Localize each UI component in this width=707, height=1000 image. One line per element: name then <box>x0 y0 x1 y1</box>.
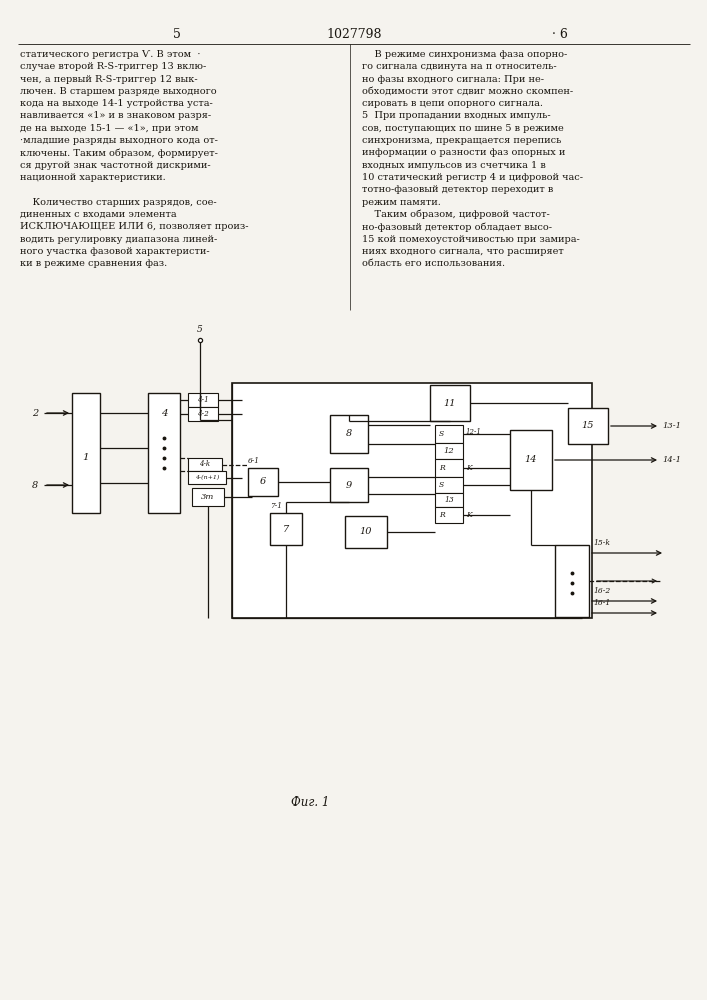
Text: R: R <box>439 511 445 519</box>
Text: 4-(n+1): 4-(n+1) <box>195 475 219 480</box>
Text: ки в режиме сравнения фаз.: ки в режиме сравнения фаз. <box>20 259 168 268</box>
Text: Количество старших разрядов, сое-: Количество старших разрядов, сое- <box>20 198 216 207</box>
Text: 6-1: 6-1 <box>248 457 260 465</box>
Text: 6: 6 <box>260 478 266 487</box>
Bar <box>430 385 470 421</box>
Bar <box>435 493 463 507</box>
Text: информации о разности фаз опорных и: информации о разности фаз опорных и <box>362 148 566 157</box>
Text: ·младшие разряды выходного кода от-: ·младшие разряды выходного кода от- <box>20 136 218 145</box>
Bar <box>188 393 218 407</box>
Text: 10: 10 <box>360 528 373 536</box>
Text: 2: 2 <box>32 408 38 418</box>
Text: сировать в цепи опорного сигнала.: сировать в цепи опорного сигнала. <box>362 99 543 108</box>
Text: диненных с входами элемента: диненных с входами элемента <box>20 210 177 219</box>
Text: область его использования.: область его использования. <box>362 259 505 268</box>
Text: 4: 4 <box>160 409 168 418</box>
Text: 8: 8 <box>32 481 38 489</box>
Bar <box>435 459 463 477</box>
Bar <box>435 443 463 459</box>
Bar <box>188 471 226 484</box>
Text: S: S <box>439 481 444 489</box>
Text: водить регулировку диапазона линей-: водить регулировку диапазона линей- <box>20 234 217 243</box>
Text: кода на выходе 14-1 устройства уста-: кода на выходе 14-1 устройства уста- <box>20 99 213 108</box>
Text: ниях входного сигнала, что расширяет: ниях входного сигнала, что расширяет <box>362 247 563 256</box>
Text: Фиг. 1: Фиг. 1 <box>291 796 329 809</box>
Text: 1027798: 1027798 <box>326 28 382 41</box>
Text: го сигнала сдвинута на π относитель-: го сигнала сдвинута на π относитель- <box>362 62 556 71</box>
Bar <box>330 415 368 453</box>
Text: но фазы входного сигнала: При не-: но фазы входного сигнала: При не- <box>362 75 544 84</box>
Text: 4-1: 4-1 <box>197 396 209 404</box>
Text: сов, поступающих по шине 5 в режиме: сов, поступающих по шине 5 в режиме <box>362 124 563 133</box>
Text: режим памяти.: режим памяти. <box>362 198 441 207</box>
Text: 14: 14 <box>525 456 537 464</box>
Text: 9: 9 <box>346 481 352 489</box>
Text: лючен. В старшем разряде выходного: лючен. В старшем разряде выходного <box>20 87 216 96</box>
Text: 7: 7 <box>283 524 289 534</box>
Text: навливается «1» и в знаковом разря-: навливается «1» и в знаковом разря- <box>20 111 211 120</box>
Text: 3m: 3m <box>201 493 215 501</box>
Text: 15 кой помехоустойчивостью при замира-: 15 кой помехоустойчивостью при замира- <box>362 234 580 243</box>
Text: тотно-фазовый детектор переходит в: тотно-фазовый детектор переходит в <box>362 185 554 194</box>
Text: ключены. Таким образом, формирует-: ключены. Таким образом, формирует- <box>20 148 218 158</box>
Text: В режиме синхронизма фаза опорно-: В режиме синхронизма фаза опорно- <box>362 50 567 59</box>
Text: но-фазовый детектор обладает высо-: но-фазовый детектор обладает высо- <box>362 222 552 232</box>
Text: 8: 8 <box>346 430 352 438</box>
Text: 13-1: 13-1 <box>662 422 681 430</box>
Text: 4-2: 4-2 <box>197 410 209 418</box>
Bar <box>148 393 180 513</box>
Bar <box>232 383 592 618</box>
Text: ИСКЛЮЧАЮЩЕЕ ИЛИ 6, позволяет произ-: ИСКЛЮЧАЮЩЕЕ ИЛИ 6, позволяет произ- <box>20 222 248 231</box>
Bar <box>192 488 224 506</box>
Bar <box>345 516 387 548</box>
Bar <box>510 430 552 490</box>
Bar <box>555 545 589 617</box>
Text: 1: 1 <box>83 452 89 462</box>
Text: 13: 13 <box>444 496 454 504</box>
Text: национной характеристики.: национной характеристики. <box>20 173 165 182</box>
Text: 16-1: 16-1 <box>593 599 610 607</box>
Text: де на выходе 15-1 — «1», при этом: де на выходе 15-1 — «1», при этом <box>20 124 199 133</box>
Bar <box>330 468 368 502</box>
Text: случае второй R-S-триггер 13 вклю-: случае второй R-S-триггер 13 вклю- <box>20 62 206 71</box>
Text: 10 статический регистр 4 и цифровой час-: 10 статический регистр 4 и цифровой час- <box>362 173 583 182</box>
Text: K: K <box>466 464 472 472</box>
Text: R: R <box>439 464 445 472</box>
Bar <box>270 513 302 545</box>
Text: 11: 11 <box>444 398 456 408</box>
Bar <box>435 507 463 523</box>
Bar <box>435 477 463 493</box>
Text: 14-1: 14-1 <box>662 456 681 464</box>
Bar <box>435 425 463 443</box>
Text: ного участка фазовой характеристи-: ного участка фазовой характеристи- <box>20 247 209 256</box>
Text: входных импульсов из счетчика 1 в: входных импульсов из счетчика 1 в <box>362 161 546 170</box>
Text: 7-1: 7-1 <box>270 502 282 510</box>
Text: 12: 12 <box>443 447 455 455</box>
Text: 15-k: 15-k <box>593 539 610 547</box>
Bar <box>188 407 218 421</box>
Text: 16-2: 16-2 <box>593 587 610 595</box>
Text: Таким образом, цифровой частот-: Таким образом, цифровой частот- <box>362 210 550 219</box>
Text: 5: 5 <box>197 325 203 334</box>
Text: статического регистра Ѵ. В этом  ·: статического регистра Ѵ. В этом · <box>20 50 201 59</box>
Bar <box>568 408 608 444</box>
Text: 12-1: 12-1 <box>466 428 482 436</box>
Text: 4-k: 4-k <box>199 460 211 468</box>
Text: обходимости этот сдвиг можно скомпен-: обходимости этот сдвиг можно скомпен- <box>362 87 573 96</box>
Text: чен, а первый R-S-триггер 12 вык-: чен, а первый R-S-триггер 12 вык- <box>20 75 198 84</box>
Bar <box>248 468 278 496</box>
Bar <box>72 393 100 513</box>
Text: 5  При пропадании входных импуль-: 5 При пропадании входных импуль- <box>362 111 551 120</box>
Text: · 6: · 6 <box>552 28 568 41</box>
Text: K: K <box>466 511 472 519</box>
Bar <box>188 458 222 471</box>
Text: 5: 5 <box>173 28 181 41</box>
Text: ся другой знак частотной дискрими-: ся другой знак частотной дискрими- <box>20 161 211 170</box>
Text: синхронизма, прекращается перепись: синхронизма, прекращается перепись <box>362 136 561 145</box>
Text: 15: 15 <box>582 422 595 430</box>
Text: S: S <box>439 430 444 438</box>
